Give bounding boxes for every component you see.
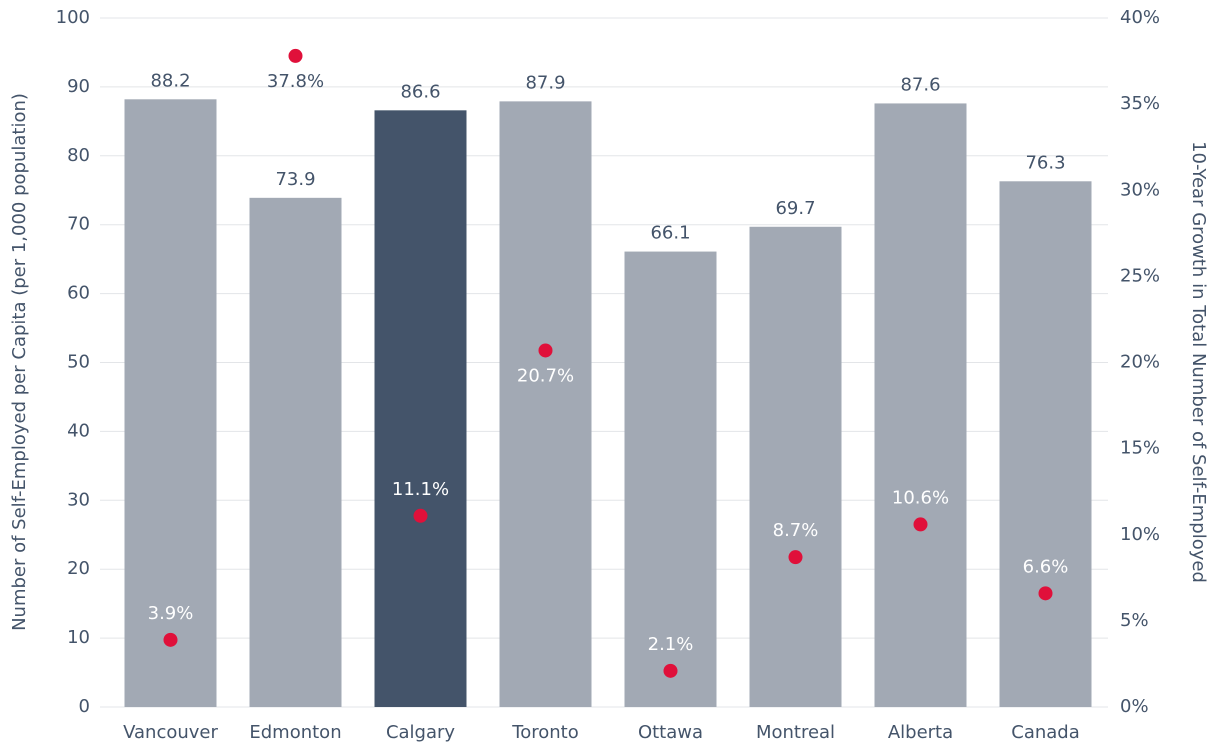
y-tick-label: 90	[67, 76, 90, 97]
y-tick-label: 40	[67, 420, 90, 441]
point	[163, 632, 178, 647]
bar-value-label: 69.7	[775, 198, 815, 219]
point	[538, 343, 553, 358]
bar-value-label: 88.2	[150, 70, 190, 91]
point	[413, 508, 428, 523]
point	[663, 663, 678, 678]
point-value-label: 20.7%	[517, 365, 574, 386]
y2-tick-label: 40%	[1120, 7, 1160, 28]
x-tick-label: Ottawa	[638, 722, 703, 743]
y-tick-label: 70	[67, 214, 90, 235]
bar	[249, 197, 342, 708]
y2-tick-label: 0%	[1120, 696, 1149, 717]
y2-axis-title: 10-Year Growth in Total Number of Self-E…	[1188, 141, 1209, 583]
bar	[374, 110, 467, 708]
bar-value-label: 86.6	[400, 81, 440, 102]
x-tick-label: Toronto	[511, 722, 578, 743]
bar-value-label: 87.6	[900, 74, 940, 95]
bar	[624, 251, 717, 708]
x-tick-label: Canada	[1011, 722, 1080, 743]
point-value-label: 8.7%	[773, 520, 819, 541]
y-tick-label: 10	[67, 627, 90, 648]
y2-tick-label: 10%	[1120, 524, 1160, 545]
point	[913, 517, 928, 532]
point	[1038, 586, 1053, 601]
point-value-label: 6.6%	[1023, 556, 1069, 577]
y2-tick-label: 25%	[1120, 265, 1160, 286]
bar-value-label: 87.9	[525, 72, 565, 93]
y-axis-title: Number of Self-Employed per Capita (per …	[9, 93, 30, 631]
y2-tick-label: 20%	[1120, 352, 1160, 373]
point-value-label: 11.1%	[392, 479, 449, 500]
y-tick-label: 0	[79, 696, 90, 717]
y-tick-label: 30	[67, 489, 90, 510]
y2-tick-label: 15%	[1120, 438, 1160, 459]
bar-value-label: 76.3	[1025, 152, 1065, 173]
bar	[874, 103, 967, 708]
y2-tick-label: 5%	[1120, 610, 1149, 631]
x-tick-label: Vancouver	[123, 722, 218, 743]
x-tick-label: Edmonton	[249, 722, 341, 743]
y-tick-label: 50	[67, 352, 90, 373]
y2-tick-label: 35%	[1120, 93, 1160, 114]
point	[288, 48, 303, 63]
x-tick-label: Calgary	[386, 722, 455, 743]
y-tick-label: 20	[67, 558, 90, 579]
y-tick-label: 60	[67, 283, 90, 304]
y-tick-label: 100	[56, 7, 90, 28]
bar	[499, 101, 592, 707]
point-value-label: 37.8%	[267, 71, 324, 92]
bar	[749, 226, 842, 707]
point-value-label: 10.6%	[892, 487, 949, 508]
bar	[999, 181, 1092, 708]
bar	[124, 99, 217, 707]
point	[788, 550, 803, 565]
y-tick-label: 80	[67, 145, 90, 166]
x-tick-label: Montreal	[756, 722, 835, 743]
point-value-label: 3.9%	[148, 603, 194, 624]
bar-value-label: 73.9	[275, 169, 315, 190]
y2-tick-label: 30%	[1120, 179, 1160, 200]
point-value-label: 2.1%	[648, 634, 694, 655]
bar-value-label: 66.1	[650, 223, 690, 244]
x-tick-label: Alberta	[888, 722, 953, 743]
